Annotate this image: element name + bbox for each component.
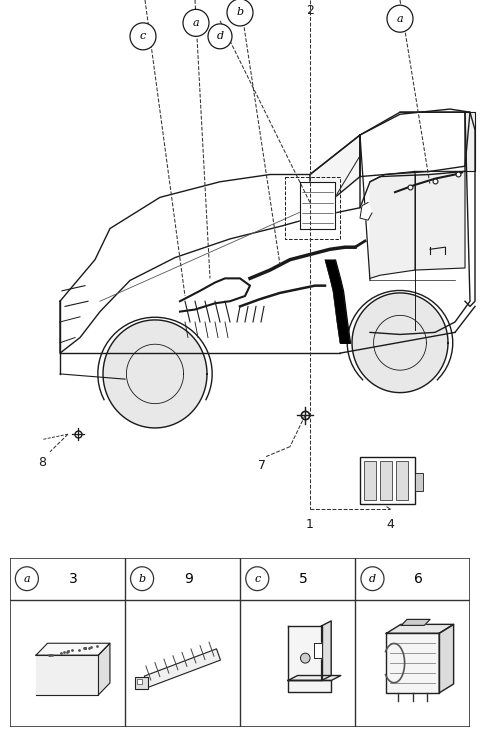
Polygon shape bbox=[314, 643, 322, 658]
Circle shape bbox=[15, 567, 38, 591]
Circle shape bbox=[131, 567, 154, 591]
Polygon shape bbox=[322, 621, 331, 680]
Circle shape bbox=[361, 567, 384, 591]
Circle shape bbox=[227, 0, 253, 26]
Bar bbox=[135, 677, 148, 688]
Circle shape bbox=[208, 24, 232, 49]
Polygon shape bbox=[288, 680, 331, 692]
Circle shape bbox=[183, 10, 209, 37]
Polygon shape bbox=[98, 643, 110, 695]
Polygon shape bbox=[310, 135, 360, 218]
Text: a: a bbox=[396, 14, 403, 23]
Text: 3: 3 bbox=[69, 572, 77, 586]
Bar bbox=[364, 461, 376, 500]
Polygon shape bbox=[465, 112, 475, 171]
Bar bbox=[380, 461, 392, 500]
Polygon shape bbox=[288, 675, 341, 680]
Text: 6: 6 bbox=[414, 572, 423, 586]
Text: b: b bbox=[139, 574, 145, 584]
Text: 8: 8 bbox=[38, 456, 46, 469]
Text: 7: 7 bbox=[258, 459, 266, 472]
Polygon shape bbox=[370, 171, 415, 278]
Polygon shape bbox=[36, 643, 110, 655]
Text: 2: 2 bbox=[306, 4, 314, 17]
Text: b: b bbox=[237, 7, 243, 18]
Polygon shape bbox=[415, 171, 465, 270]
Text: a: a bbox=[192, 18, 199, 28]
Polygon shape bbox=[401, 619, 430, 625]
Polygon shape bbox=[300, 182, 335, 228]
Circle shape bbox=[246, 567, 269, 591]
Polygon shape bbox=[36, 655, 98, 695]
Bar bbox=[396, 461, 408, 500]
Bar bbox=[360, 457, 415, 504]
Text: d: d bbox=[216, 32, 224, 41]
Circle shape bbox=[300, 653, 310, 663]
Bar bbox=[137, 679, 142, 683]
Text: c: c bbox=[140, 32, 146, 41]
Bar bbox=[415, 473, 423, 491]
Text: c: c bbox=[254, 574, 261, 584]
Polygon shape bbox=[103, 320, 207, 428]
Polygon shape bbox=[352, 293, 448, 393]
Text: 9: 9 bbox=[184, 572, 192, 586]
Polygon shape bbox=[144, 649, 220, 687]
Text: 1: 1 bbox=[306, 518, 314, 531]
Text: 5: 5 bbox=[299, 572, 308, 586]
Polygon shape bbox=[386, 625, 454, 633]
Text: 4: 4 bbox=[386, 518, 394, 531]
Circle shape bbox=[130, 23, 156, 50]
Polygon shape bbox=[439, 625, 454, 693]
Polygon shape bbox=[288, 626, 322, 680]
Text: a: a bbox=[24, 574, 30, 584]
Polygon shape bbox=[360, 203, 372, 220]
Text: d: d bbox=[369, 574, 376, 584]
Polygon shape bbox=[386, 633, 439, 693]
Circle shape bbox=[387, 5, 413, 32]
